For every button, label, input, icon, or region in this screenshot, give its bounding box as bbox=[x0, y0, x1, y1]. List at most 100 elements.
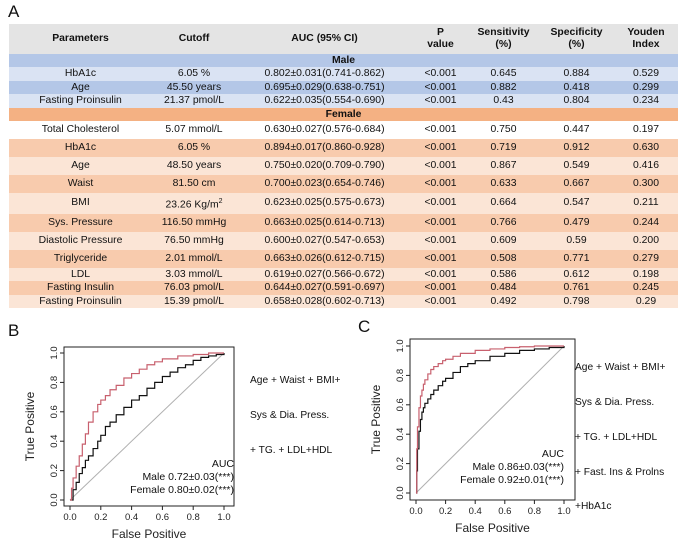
cell-spec: 0.912 bbox=[539, 138, 614, 157]
roc-curve-female bbox=[416, 345, 564, 494]
cell-p: <0.001 bbox=[413, 67, 468, 81]
cell-spec: 0.479 bbox=[539, 213, 614, 232]
cell-youden: 0.200 bbox=[614, 231, 678, 250]
roc-curve-male bbox=[70, 353, 225, 501]
cell-cutoff: 21.37 pmol/L bbox=[152, 94, 236, 108]
cell-p: <0.001 bbox=[413, 138, 468, 157]
cell-spec: 0.804 bbox=[539, 94, 614, 108]
cell-youden: 0.198 bbox=[614, 267, 678, 282]
female-section-label: Female bbox=[9, 107, 678, 121]
y-tick-label: 0.0 bbox=[395, 486, 406, 499]
male-section-row: Male bbox=[9, 54, 678, 67]
cell-youden: 0.529 bbox=[614, 67, 678, 81]
header-p-line1: P bbox=[437, 27, 444, 38]
table-row: BMI 23.26 Kg/m2 0.623±0.025(0.575-0.673) <0… bbox=[9, 192, 678, 214]
predictors-line: +HbA1c bbox=[575, 501, 612, 513]
cell-sens: 0.867 bbox=[468, 156, 539, 175]
cell-auc: 0.619±0.027(0.566-0.672) bbox=[236, 267, 413, 282]
table-body: Male HbA1c 6.05 % 0.802±0.031(0.741-0.862)… bbox=[9, 54, 678, 309]
table-row: LDL 3.03 mmol/L 0.619±0.027(0.566-0.672) <0… bbox=[9, 267, 678, 282]
x-tick-label: 0.6 bbox=[498, 506, 511, 517]
predictors-line: Age + Waist + BMI+ bbox=[575, 362, 666, 374]
cell-p: <0.001 bbox=[413, 120, 468, 139]
cell-param: HbA1c bbox=[9, 138, 152, 157]
cell-p: <0.001 bbox=[413, 231, 468, 250]
female-section-row: Female bbox=[9, 107, 678, 121]
cell-spec: 0.59 bbox=[539, 231, 614, 250]
cell-sens: 0.719 bbox=[468, 138, 539, 157]
cell-p: <0.001 bbox=[413, 156, 468, 175]
auc-legend-title: AUC bbox=[212, 458, 235, 470]
y-axis-label: True Positive bbox=[369, 384, 383, 454]
cell-cutoff: 116.50 mmHg bbox=[152, 213, 236, 232]
cell-p: <0.001 bbox=[413, 294, 468, 309]
cell-param: HbA1c bbox=[9, 67, 152, 81]
table-row: Fasting Proinsulin 21.37 pmol/L 0.622±0.03… bbox=[9, 94, 678, 108]
male-section-label: Male bbox=[9, 54, 678, 67]
y-tick-label: 0.2 bbox=[395, 457, 406, 470]
cell-sens: 0.508 bbox=[468, 249, 539, 268]
cell-auc: 0.600±0.027(0.547-0.653) bbox=[236, 231, 413, 250]
cell-spec: 0.447 bbox=[539, 120, 614, 139]
roc-plot-b: 0.00.0 0.2 0.2 0.4 0.4 0.6 0.6 0.8 0.8 1.0 1.0 Fals… bbox=[23, 346, 235, 541]
cell-sens: 0.766 bbox=[468, 213, 539, 232]
table-row: HbA1c 6.05 % 0.802±0.031(0.741-0.862) <0.00… bbox=[9, 67, 678, 81]
cell-sens: 0.43 bbox=[468, 94, 539, 108]
header-sensitivity: Sensitivity (%) bbox=[468, 24, 539, 54]
cell-spec: 0.547 bbox=[539, 192, 614, 214]
header-specificity: Specificity (%) bbox=[539, 24, 614, 54]
cell-youden: 0.244 bbox=[614, 213, 678, 232]
cell-p: <0.001 bbox=[413, 281, 468, 295]
cell-spec: 0.761 bbox=[539, 281, 614, 295]
x-tick-label: 0.6 bbox=[156, 512, 169, 523]
predictors-line: + Fast. Ins & Prolns bbox=[575, 466, 665, 478]
cell-cutoff: 76.03 pmol/L bbox=[152, 281, 236, 295]
cell-auc: 0.802±0.031(0.741-0.862) bbox=[236, 67, 413, 81]
y-tick-label: 0.0 bbox=[49, 493, 60, 506]
cell-sens: 0.633 bbox=[468, 174, 539, 193]
cell-param: Fasting Insulin bbox=[9, 281, 152, 295]
table-row: Age 48.50 years 0.750±0.020(0.709-0.790) <0… bbox=[9, 156, 678, 175]
header-spec-line2: (%) bbox=[568, 39, 585, 50]
auc-legend-male: Male 0.86±0.03(***) bbox=[472, 461, 564, 473]
cell-sens: 0.586 bbox=[468, 267, 539, 282]
x-tick-label: 1.0 bbox=[557, 506, 570, 517]
x-tick-label: 0.0 bbox=[409, 506, 422, 517]
cell-auc: 0.630±0.027(0.576-0.684) bbox=[236, 120, 413, 139]
cell-auc: 0.663±0.026(0.612-0.715) bbox=[236, 249, 413, 268]
cell-p: <0.001 bbox=[413, 213, 468, 232]
cell-youden: 0.245 bbox=[614, 281, 678, 295]
reference-diagonal bbox=[415, 345, 565, 494]
cell-cutoff: 2.01 mmol/L bbox=[152, 249, 236, 268]
header-sens-line2: (%) bbox=[495, 39, 512, 50]
cell-auc: 0.750±0.020(0.709-0.790) bbox=[236, 156, 413, 175]
auc-legend-female: Female 0.80±0.02(***) bbox=[130, 484, 234, 496]
y-tick-label: 0.6 bbox=[49, 405, 60, 418]
cell-p: <0.001 bbox=[413, 249, 468, 268]
predictors-line: Sys & Dia. Press. bbox=[575, 396, 655, 408]
table-row: Fasting Insulin 76.03 pmol/L 0.644±0.027(0… bbox=[9, 281, 678, 295]
cell-auc: 0.658±0.028(0.602-0.713) bbox=[236, 294, 413, 309]
cell-p: <0.001 bbox=[413, 192, 468, 214]
y-tick-label: 0.2 bbox=[49, 464, 60, 477]
predictors-line: + TG. + LDL+HDL bbox=[575, 431, 658, 443]
roc-curve-male bbox=[416, 346, 565, 494]
cell-auc: 0.644±0.027(0.591-0.697) bbox=[236, 281, 413, 295]
cell-sens: 0.609 bbox=[468, 231, 539, 250]
x-tick-label: 0.4 bbox=[125, 512, 138, 523]
cell-p: <0.001 bbox=[413, 80, 468, 94]
reference-diagonal bbox=[69, 352, 225, 501]
x-tick-label: 0.2 bbox=[94, 512, 107, 523]
cell-sens: 0.492 bbox=[468, 294, 539, 309]
x-tick-label: 0.4 bbox=[469, 506, 482, 517]
cell-p: <0.001 bbox=[413, 267, 468, 282]
cell-cutoff: 6.05 % bbox=[152, 67, 236, 81]
cell-cutoff: 45.50 years bbox=[152, 80, 236, 94]
cell-cutoff: 48.50 years bbox=[152, 156, 236, 175]
cell-sens: 0.645 bbox=[468, 67, 539, 81]
header-p-line2: value bbox=[427, 39, 454, 50]
y-tick-label: 0.4 bbox=[395, 428, 406, 441]
x-tick-label: 0.8 bbox=[528, 506, 541, 517]
cell-param: Fasting Proinsulin bbox=[9, 94, 152, 108]
